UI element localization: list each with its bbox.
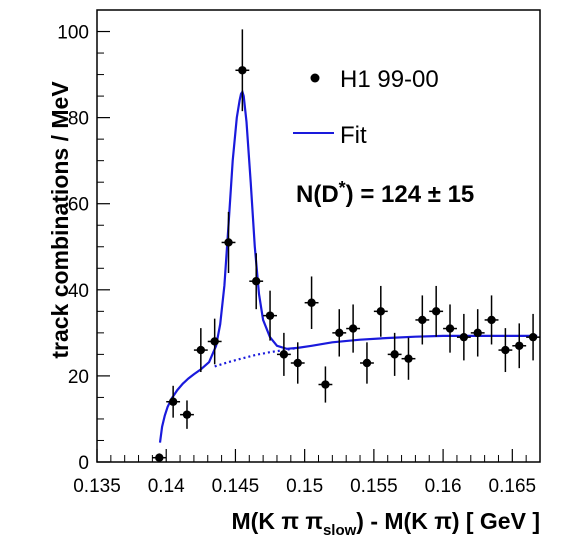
- x-tick-label: 0.135: [73, 476, 121, 497]
- data-point: [443, 304, 457, 353]
- data-point: [276, 332, 291, 376]
- point-marker: [265, 311, 275, 320]
- data-point: [373, 285, 388, 337]
- data-point: [387, 332, 402, 376]
- data-points: [152, 29, 540, 462]
- data-point: [249, 253, 264, 310]
- legend: H1 99-00 Fit: [293, 66, 439, 149]
- point-marker: [168, 397, 178, 406]
- point-marker: [445, 324, 455, 333]
- point-marker: [182, 410, 192, 419]
- data-point: [221, 211, 236, 274]
- data-point: [415, 295, 430, 345]
- point-marker: [418, 315, 427, 325]
- legend-marker-data: [310, 73, 320, 83]
- y-axis-title: track combinations / MeV: [47, 81, 73, 359]
- y-tick-label: 0: [78, 453, 89, 474]
- y-tick-label: 100: [57, 23, 89, 44]
- x-axis-title: M(K π πslow) - M(K π) [ GeV ]: [232, 508, 540, 539]
- point-marker: [515, 341, 524, 350]
- axis-ticks: [96, 9, 541, 463]
- point-marker: [376, 307, 385, 316]
- data-point: [332, 309, 347, 357]
- data-point: [207, 318, 222, 365]
- point-marker: [210, 337, 219, 346]
- point-marker: [362, 358, 372, 368]
- data-point: [512, 323, 527, 369]
- data-point: [526, 313, 540, 361]
- y-tick-label: 80: [68, 109, 89, 130]
- point-marker: [321, 380, 330, 389]
- point-marker: [224, 238, 233, 247]
- legend-label-fit: Fit: [340, 122, 367, 149]
- x-tick-label: 0.16: [425, 476, 462, 497]
- x-tick-label: 0.15: [286, 476, 323, 497]
- point-marker: [473, 328, 482, 338]
- data-point: [401, 337, 416, 380]
- data-point: [304, 276, 319, 329]
- data-point: [470, 309, 485, 357]
- x-tick-label: 0.155: [350, 476, 398, 497]
- data-point: [484, 295, 499, 345]
- y-tick-label: 40: [68, 281, 89, 302]
- x-tick-label: 0.165: [489, 476, 537, 497]
- y-tick-label: 20: [68, 367, 89, 388]
- point-marker: [390, 350, 399, 359]
- data-point: [166, 385, 181, 418]
- x-tick-label: 0.145: [212, 476, 260, 497]
- legend-label-data: H1 99-00: [340, 66, 439, 93]
- data-point: [263, 290, 277, 341]
- signal-yield-annotation: N(D*) = 124 ± 15: [296, 178, 474, 208]
- x-tick-label: 0.14: [148, 476, 185, 497]
- point-marker: [279, 350, 289, 359]
- point-marker: [307, 298, 316, 307]
- data-point: [235, 29, 250, 112]
- point-marker: [528, 332, 538, 342]
- point-marker: [196, 345, 206, 355]
- point-marker: [487, 315, 496, 325]
- point-marker: [335, 328, 344, 338]
- data-point: [360, 342, 374, 384]
- data-point: [152, 453, 167, 462]
- y-tick-label: 60: [68, 195, 89, 216]
- data-point: [290, 342, 305, 384]
- data-point: [429, 285, 444, 337]
- point-marker: [404, 354, 413, 363]
- point-marker: [155, 453, 164, 462]
- point-marker: [238, 66, 247, 75]
- data-point: [456, 313, 471, 361]
- data-point: [498, 328, 513, 373]
- axis-tick-labels: 0.135 0.14 0.145 0.15 0.155 0.16 0.165 0 20 40 60 8…: [57, 23, 536, 497]
- point-marker: [431, 307, 441, 316]
- point-marker: [501, 345, 510, 355]
- point-marker: [348, 324, 358, 333]
- data-point: [180, 400, 194, 429]
- point-marker: [459, 332, 469, 342]
- point-marker: [252, 277, 261, 286]
- data-point: [193, 328, 208, 373]
- data-point: [318, 366, 333, 403]
- data-point: [346, 304, 361, 353]
- point-marker: [293, 358, 302, 368]
